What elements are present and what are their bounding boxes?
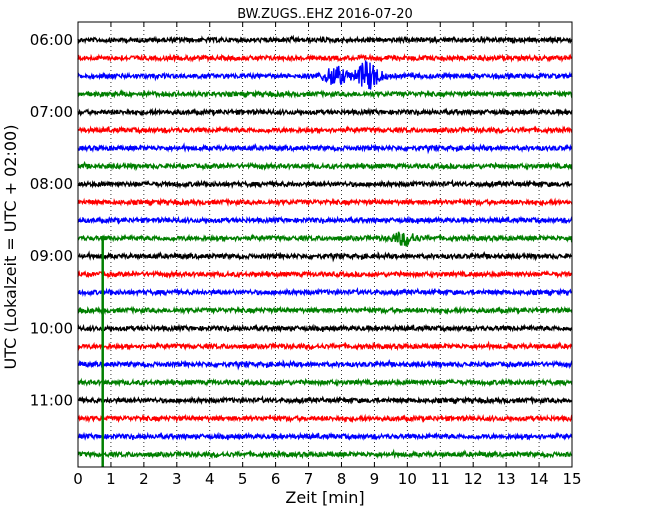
x-tick-label-0: 0 [73,470,83,488]
y-tick-label-3: 09:00 [30,247,73,265]
trace-1130 [77,431,573,442]
x-tick-label-10: 10 [398,470,417,488]
y-tick-label-0: 06:00 [30,31,73,49]
y-tick-label-1: 07:00 [30,103,73,121]
trace-1100 [77,395,573,406]
trace-1030 [77,359,573,371]
x-tick-label-2: 2 [139,470,149,488]
x-tick-label-3: 3 [172,470,182,488]
trace-1045 [77,377,573,388]
trace-1145 [77,448,573,460]
x-tick-label-13: 13 [497,470,516,488]
trace-0930 [77,286,573,298]
trace-1000 [77,323,573,333]
y-tick-label-5: 11:00 [30,391,73,409]
trace-0700 [77,107,573,117]
trace-0645 [77,89,573,99]
trace-0845 [77,231,573,248]
x-tick-label-8: 8 [337,470,347,488]
y-tick-label-4: 10:00 [30,319,73,337]
x-tick-label-11: 11 [431,470,450,488]
trace-0830 [77,215,573,225]
x-tick-label-7: 7 [304,470,314,488]
x-axis-label: Zeit [min] [285,488,364,507]
trace-0945 [77,305,573,316]
trace-0730 [77,142,573,155]
trace-0745 [77,160,573,172]
tick-layer: 0 1 2 3 4 5 6 7 8 9 10 11 12 13 14 1506:0007:0008:0009:… [30,22,582,488]
trace-0915 [77,269,573,280]
trace-0630 [77,60,573,90]
trace-0800 [77,178,573,189]
x-tick-label-15: 15 [562,470,581,488]
trace-0900 [77,250,573,263]
plot-frame [77,21,573,468]
y-tick-label-2: 08:00 [30,175,73,193]
x-tick-label-5: 5 [238,470,248,488]
trace-1015 [77,340,573,352]
y-axis-label: UTC (Lokalzeit = UTC + 02:00) [1,125,20,370]
x-tick-label-9: 9 [370,470,380,488]
trace-0600 [77,34,573,45]
trace-1115 [77,413,573,424]
x-tick-label-6: 6 [271,470,281,488]
trace-0715 [77,125,573,135]
trace-layer [77,34,573,460]
trace-0815 [77,197,573,208]
chart-title: BW.ZUGS..EHZ 2016-07-20 [237,7,413,22]
trace-0615 [77,53,573,63]
x-tick-label-12: 12 [464,470,483,488]
x-tick-label-1: 1 [106,470,116,488]
x-tick-label-4: 4 [205,470,215,488]
x-tick-label-14: 14 [530,470,549,488]
